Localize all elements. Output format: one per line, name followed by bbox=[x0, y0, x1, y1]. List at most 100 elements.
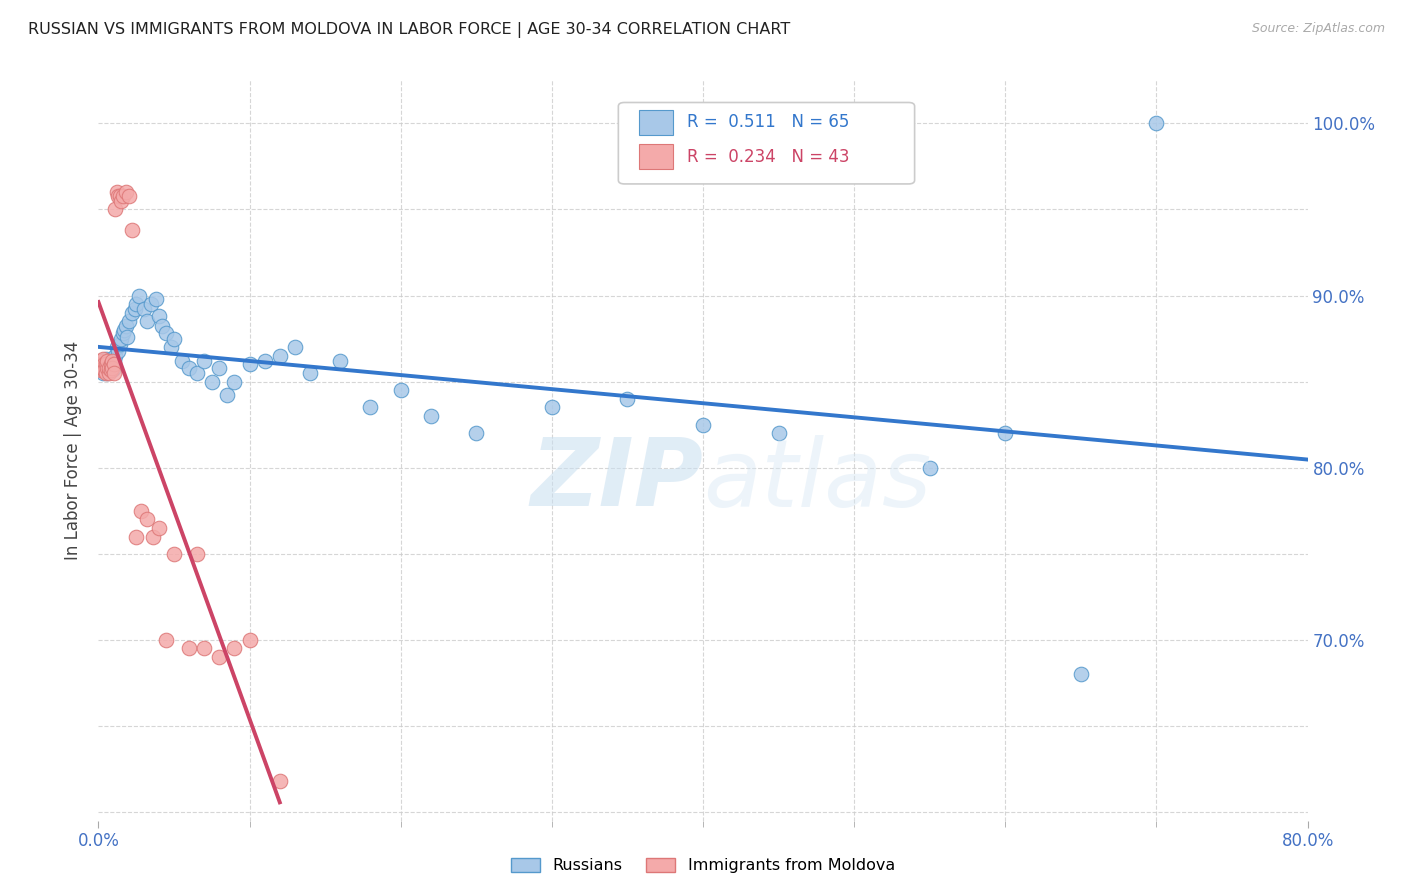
Point bbox=[101, 354, 124, 368]
Point bbox=[224, 641, 246, 656]
Point bbox=[239, 357, 262, 371]
Point bbox=[994, 426, 1017, 441]
Point bbox=[98, 359, 121, 373]
Point bbox=[148, 521, 170, 535]
Point bbox=[125, 530, 148, 544]
Point bbox=[100, 357, 122, 371]
Point bbox=[420, 409, 443, 423]
Point bbox=[100, 354, 122, 368]
Point bbox=[112, 323, 135, 337]
Point bbox=[98, 360, 121, 375]
Point bbox=[98, 360, 121, 375]
Point bbox=[768, 426, 790, 441]
Point bbox=[540, 401, 562, 415]
Point bbox=[201, 375, 224, 389]
Y-axis label: In Labor Force | Age 30-34: In Labor Force | Age 30-34 bbox=[65, 341, 83, 560]
Point bbox=[93, 362, 115, 376]
Point bbox=[91, 352, 114, 367]
Point bbox=[101, 360, 124, 375]
Point bbox=[179, 360, 201, 375]
Point bbox=[90, 357, 112, 371]
Point bbox=[1070, 667, 1092, 681]
Point bbox=[141, 297, 163, 311]
Point bbox=[124, 302, 146, 317]
Point bbox=[269, 349, 291, 363]
Point bbox=[94, 357, 117, 371]
Point bbox=[104, 202, 127, 217]
Point bbox=[91, 366, 114, 380]
Point bbox=[186, 366, 208, 380]
Point bbox=[155, 326, 177, 341]
Point bbox=[114, 319, 136, 334]
Point bbox=[160, 340, 183, 354]
Point bbox=[93, 362, 115, 376]
Point bbox=[142, 530, 165, 544]
Text: R =  0.511   N = 65: R = 0.511 N = 65 bbox=[688, 113, 849, 131]
Point bbox=[90, 360, 112, 375]
Point bbox=[208, 360, 231, 375]
Point bbox=[170, 354, 193, 368]
Point bbox=[616, 392, 638, 406]
Point bbox=[284, 340, 307, 354]
Point bbox=[150, 319, 173, 334]
Point bbox=[107, 188, 129, 202]
Point bbox=[110, 194, 132, 208]
Point bbox=[90, 362, 112, 376]
Point bbox=[215, 388, 238, 402]
Point bbox=[98, 366, 121, 380]
Legend: Russians, Immigrants from Moldova: Russians, Immigrants from Moldova bbox=[505, 851, 901, 880]
Point bbox=[125, 297, 148, 311]
Point bbox=[89, 354, 111, 368]
Text: RUSSIAN VS IMMIGRANTS FROM MOLDOVA IN LABOR FORCE | AGE 30-34 CORRELATION CHART: RUSSIAN VS IMMIGRANTS FROM MOLDOVA IN LA… bbox=[28, 22, 790, 38]
Point bbox=[93, 357, 115, 371]
Point bbox=[96, 366, 118, 380]
Point bbox=[104, 349, 127, 363]
Point bbox=[121, 223, 143, 237]
Point bbox=[111, 188, 134, 202]
Point bbox=[94, 357, 117, 371]
Point bbox=[135, 314, 157, 328]
Point bbox=[108, 188, 131, 202]
Point bbox=[105, 340, 128, 354]
Point bbox=[299, 366, 322, 380]
Bar bbox=[638, 111, 673, 135]
Bar bbox=[638, 145, 673, 169]
Point bbox=[163, 547, 186, 561]
Point bbox=[115, 330, 138, 344]
Point bbox=[101, 362, 124, 376]
Point bbox=[108, 336, 131, 351]
Point bbox=[193, 354, 215, 368]
Point bbox=[96, 360, 118, 375]
Text: atlas: atlas bbox=[703, 434, 931, 525]
Point bbox=[145, 292, 167, 306]
Point bbox=[128, 288, 150, 302]
Point bbox=[1144, 116, 1167, 130]
Point bbox=[135, 512, 157, 526]
Point bbox=[114, 185, 136, 199]
Point bbox=[89, 354, 111, 368]
Point bbox=[94, 352, 117, 367]
Point bbox=[224, 375, 246, 389]
Point bbox=[103, 360, 125, 375]
Point bbox=[918, 460, 941, 475]
Point bbox=[129, 504, 152, 518]
Point bbox=[148, 309, 170, 323]
Point bbox=[132, 302, 155, 317]
Point bbox=[89, 360, 111, 375]
Point bbox=[91, 357, 114, 371]
Point bbox=[179, 641, 201, 656]
Point bbox=[101, 357, 124, 371]
Point bbox=[269, 774, 291, 789]
Point bbox=[100, 362, 122, 376]
Text: Source: ZipAtlas.com: Source: ZipAtlas.com bbox=[1251, 22, 1385, 36]
Point bbox=[118, 188, 141, 202]
Point bbox=[360, 401, 382, 415]
Point bbox=[105, 185, 128, 199]
Point bbox=[692, 417, 714, 432]
Point bbox=[107, 343, 129, 358]
Text: R =  0.234   N = 43: R = 0.234 N = 43 bbox=[688, 147, 849, 166]
Point bbox=[208, 650, 231, 665]
Point bbox=[118, 314, 141, 328]
Text: ZIP: ZIP bbox=[530, 434, 703, 526]
Point bbox=[121, 306, 143, 320]
